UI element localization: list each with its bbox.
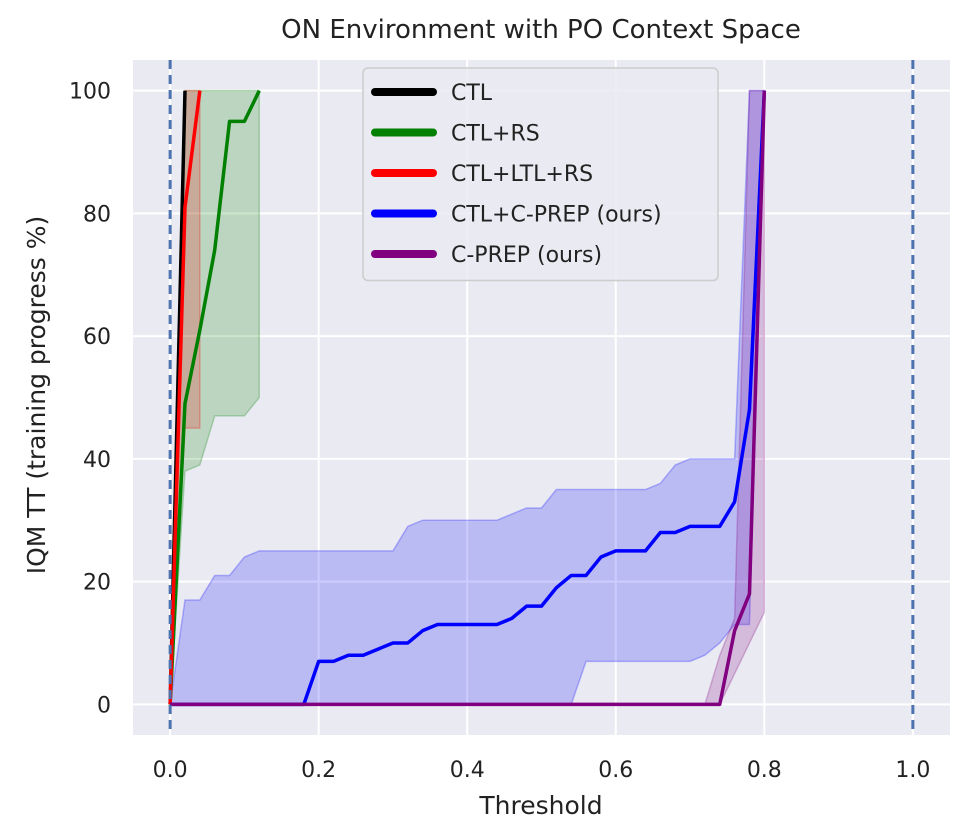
x-tick-label: 0.8	[747, 758, 782, 783]
reference-lines	[168, 60, 915, 735]
legend: CTL CTL+RS CTL+LTL+RS CTL+C-PREP (ours) C-PR…	[362, 67, 719, 282]
y-tick-label: 20	[83, 571, 111, 596]
x-tick-label: 0.2	[301, 758, 336, 783]
y-tick-label: 80	[83, 202, 111, 227]
legend-box	[362, 67, 719, 282]
series-line-2	[168, 90, 202, 705]
x-tick-label: 0.6	[598, 758, 633, 783]
legend-label: C-PREP (ours)	[451, 243, 602, 268]
x-tick-label: 1.0	[895, 758, 930, 783]
band-1	[169, 89, 261, 705]
y-tick-label: 60	[83, 325, 111, 350]
chart-title: ON Environment with PO Context Space	[281, 15, 801, 45]
series-line-1	[168, 89, 261, 705]
x-tick-label: 0.0	[153, 758, 188, 783]
legend-label: CTL+LTL+RS	[451, 162, 593, 187]
series-line-4	[170, 90, 767, 707]
y-tick-label: 40	[83, 448, 111, 473]
legend-label: CTL+RS	[451, 122, 540, 147]
y-axis-label: IQM TT (training progress %)	[22, 216, 51, 575]
x-tick-labels: 0.0 0.2 0.4 0.6 0.8 1.0	[153, 758, 931, 783]
series-lines	[168, 89, 767, 707]
x-axis-label: Threshold	[478, 791, 602, 820]
y-tick-labels: 0 20 40 60 80 100	[69, 80, 111, 719]
y-tick-label: 0	[97, 693, 111, 718]
y-tick-label: 100	[69, 80, 111, 105]
x-tick-label: 0.4	[450, 758, 485, 783]
legend-label: CTL	[451, 81, 493, 106]
legend-label: CTL+C-PREP (ours)	[451, 203, 662, 228]
